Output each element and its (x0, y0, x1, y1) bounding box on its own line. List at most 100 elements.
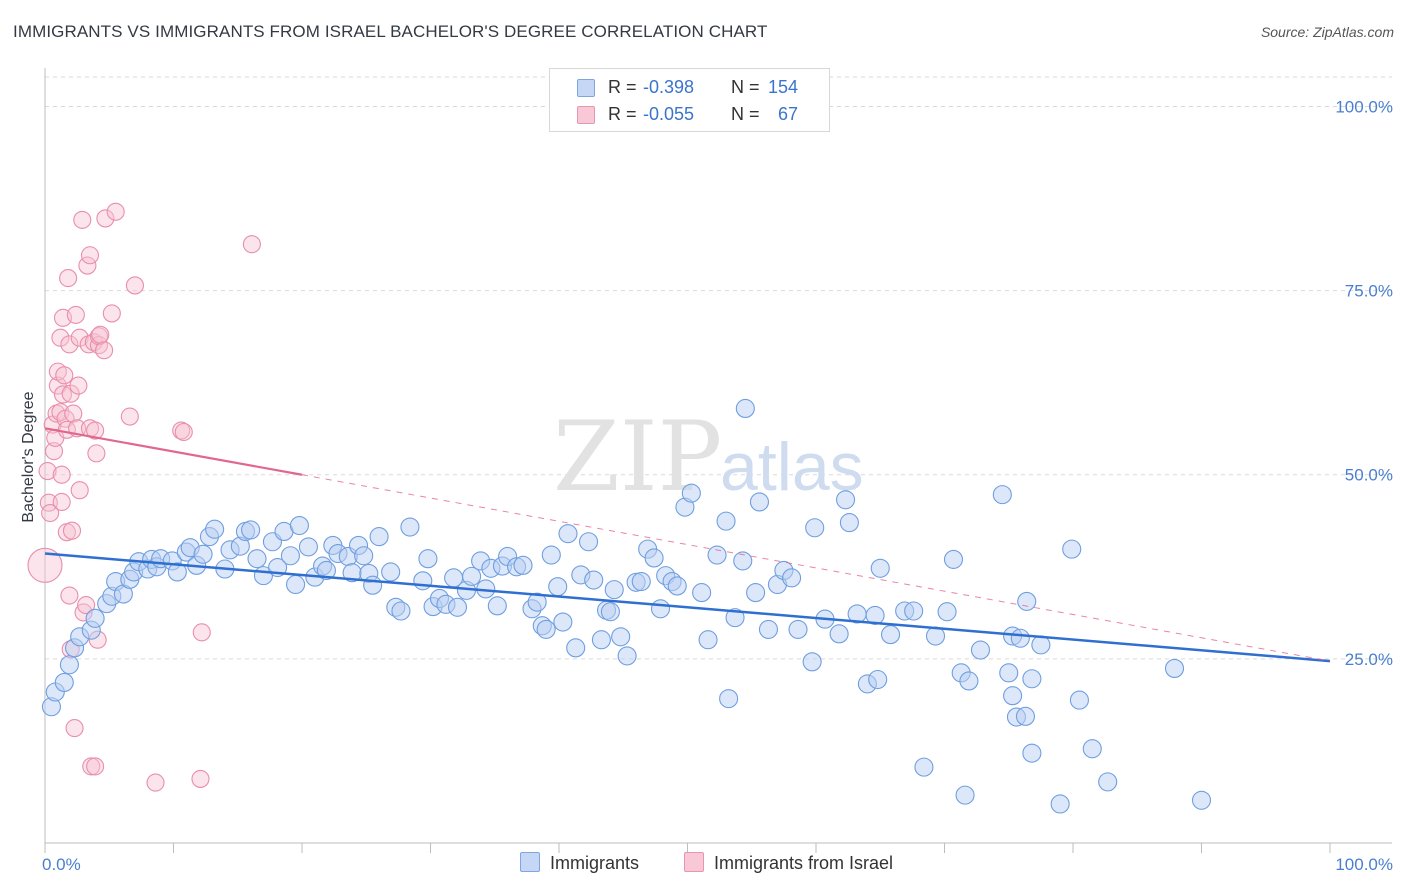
immigrants-point (54, 672, 74, 692)
immigrants-point (1164, 658, 1185, 678)
israel-point (174, 422, 193, 442)
legend-n-value: 67 (778, 104, 799, 124)
israel-trend-line (44, 427, 303, 476)
immigrants-point (611, 627, 631, 647)
immigrants-point (735, 398, 755, 418)
immigrants-point (970, 640, 991, 660)
immigrants-point (746, 583, 766, 603)
legend-r-value: -0.398 (643, 77, 695, 97)
immigrants-point (999, 663, 1019, 683)
immigrants-point (1022, 743, 1042, 763)
immigrants-point (548, 577, 568, 597)
immigrants-point (650, 599, 671, 619)
immigrants-point (758, 619, 779, 639)
immigrants-point (1098, 772, 1118, 792)
immigrants-point (716, 511, 736, 531)
legend-swatch-immigrants (577, 79, 595, 97)
immigrants-point (85, 608, 105, 628)
immigrants-point (566, 638, 586, 658)
immigrants-point (839, 513, 859, 533)
y-axis-label: Bachelor's Degree (20, 391, 37, 522)
x-tick-label: 0.0% (42, 855, 81, 874)
immigrants-point (868, 669, 888, 690)
israel-point (106, 202, 125, 221)
y-tick-label: 75.0% (1345, 282, 1393, 301)
series-israel-points (27, 202, 261, 792)
immigrants-point (247, 549, 267, 569)
immigrants-point (955, 785, 975, 805)
immigrants-point (400, 517, 420, 537)
israel-point (192, 623, 211, 642)
immigrants-point (1003, 686, 1023, 706)
immigrants-point (631, 571, 651, 592)
israel-point (242, 235, 261, 254)
israel-point (60, 586, 79, 605)
israel-point (95, 341, 114, 360)
immigrants-point (584, 570, 604, 590)
immigrants-point (487, 596, 507, 616)
legend-r-label: R = (608, 77, 637, 97)
immigrants-point (617, 646, 637, 666)
immigrants-point (725, 608, 745, 628)
legend-row-israel: R = -0.055 N = 67 (550, 102, 829, 128)
immigrants-point (1017, 591, 1037, 611)
immigrants-point (579, 532, 599, 552)
bottom-legend-israel: Immigrants from Israel (684, 852, 893, 874)
israel-point (82, 757, 101, 776)
immigrants-point (59, 655, 79, 675)
immigrants-point (553, 612, 573, 632)
immigrants-point (363, 575, 383, 595)
immigrants-point (788, 619, 808, 639)
immigrants-point (193, 544, 213, 564)
immigrants-point (1022, 669, 1042, 689)
israel-point (59, 269, 78, 288)
israel-point (146, 773, 165, 792)
immigrants-point (698, 630, 718, 650)
immigrants-point (1062, 539, 1082, 559)
immigrants-point (707, 545, 727, 565)
immigrants-point (536, 619, 556, 639)
stats-legend: R = -0.398 N = 154 R = -0.055 N = 67 (549, 68, 830, 132)
immigrants-point (289, 516, 309, 536)
immigrants-point (381, 562, 401, 582)
israel-point (27, 547, 63, 583)
immigrants-trend-line (44, 552, 1331, 663)
immigrants-point (681, 483, 701, 503)
immigrants-point (418, 549, 438, 569)
tick-labels: 25.0% 50.0% 75.0% 100.0% 0.0% 100.0% (42, 97, 1393, 874)
israel-point (125, 276, 144, 295)
x-tick-label: 100.0% (1335, 855, 1393, 874)
immigrants-point (904, 601, 924, 621)
immigrants-point (462, 566, 482, 586)
immigrants-point (836, 490, 856, 510)
immigrants-point (205, 519, 225, 539)
immigrants-point (1015, 706, 1036, 726)
legend-row-immigrants: R = -0.398 N = 154 (550, 75, 829, 101)
immigrants-point (692, 583, 712, 603)
source-label: Source: ZipAtlas.com (1260, 24, 1394, 40)
immigrants-point (782, 568, 802, 588)
israel-point (96, 209, 115, 228)
axes (44, 68, 1392, 853)
immigrants-point (316, 560, 336, 581)
israel-point (86, 421, 105, 440)
israel-point (52, 492, 71, 512)
immigrants-point (943, 549, 964, 569)
legend-r-label: R = (608, 104, 637, 124)
israel-point (80, 246, 100, 265)
israel-point (66, 305, 85, 324)
immigrants-point (829, 624, 849, 644)
bottom-legend-swatch-immigrants (520, 852, 540, 872)
israel-point (48, 376, 67, 395)
immigrants-point (880, 625, 901, 645)
immigrants-point (513, 555, 533, 575)
immigrants-point (286, 574, 306, 595)
immigrants-point (604, 580, 624, 600)
immigrants-point (241, 520, 261, 540)
bottom-legend-swatch-israel (684, 852, 704, 872)
israel-point (64, 404, 83, 423)
immigrants-point (667, 576, 687, 596)
immigrants-point (914, 757, 934, 777)
israel-point (91, 325, 110, 344)
